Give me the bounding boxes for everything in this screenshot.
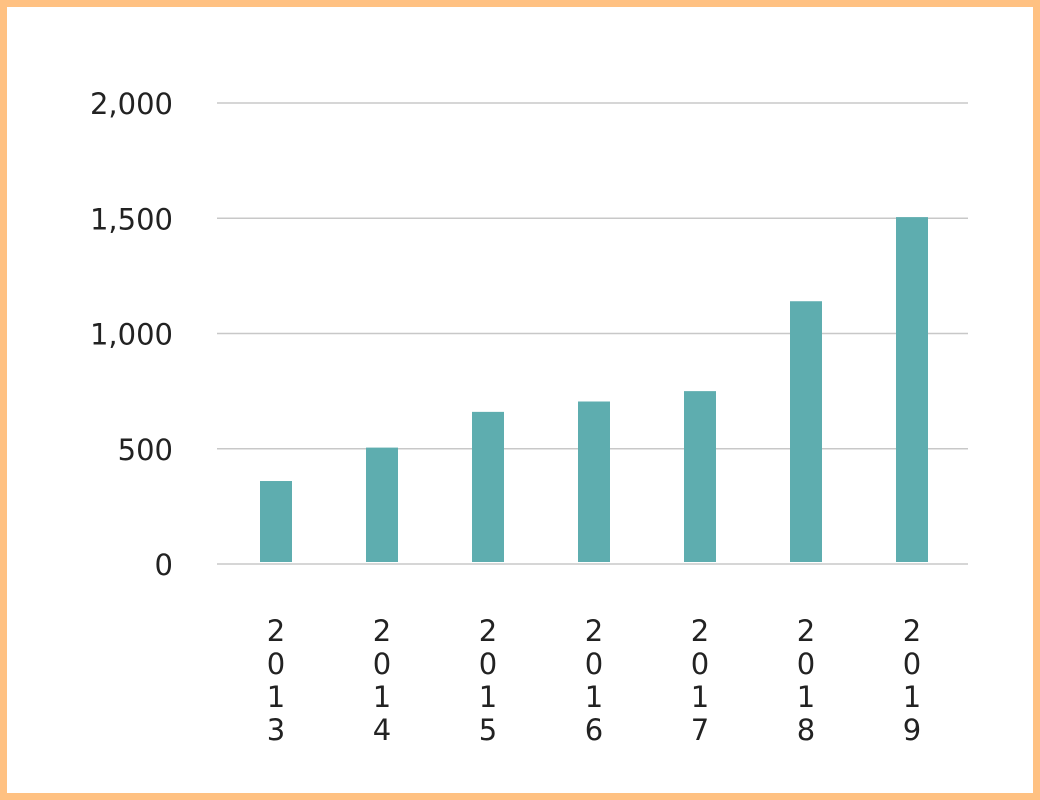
y-tick-label: 1,500	[90, 202, 173, 236]
bar-2019	[896, 217, 928, 562]
bars	[260, 217, 928, 562]
y-tick-label: 2,000	[90, 87, 173, 121]
bar-2015	[472, 411, 504, 562]
y-axis-tick-labels: 0 500 1,000 1,500 2,000	[90, 87, 173, 582]
bar-2016	[578, 401, 610, 562]
y-tick-label: 500	[118, 433, 173, 467]
bar-2018	[790, 301, 822, 562]
y-tick-label: 0	[155, 548, 173, 582]
bar-2017	[684, 391, 716, 562]
x-axis-category-labels: 2 0 1 3 2 0 1 4 2 0 1 5 2 0 1 6 2 0 1 7 2 0 1 8 2 0 1 9	[267, 614, 921, 747]
y-tick-label: 1,000	[90, 318, 173, 352]
bar-2014	[366, 447, 398, 562]
bar-2013	[260, 481, 292, 562]
